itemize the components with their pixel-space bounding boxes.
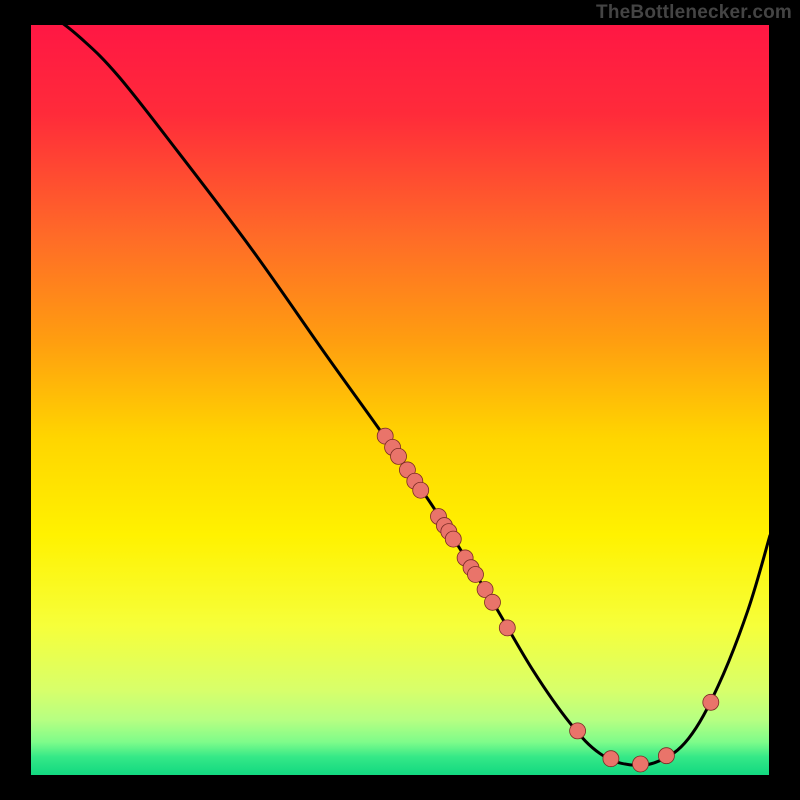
data-marker [603,751,619,767]
data-marker [391,448,407,464]
data-marker [633,756,649,772]
data-marker [467,566,483,582]
data-marker [485,594,501,610]
chart-svg [0,0,800,800]
plot-background [30,24,770,776]
data-marker [499,620,515,636]
data-marker [413,482,429,498]
watermark-text: TheBottlenecker.com [596,2,792,24]
data-marker [445,531,461,547]
data-marker [658,748,674,764]
data-marker [570,723,586,739]
data-marker [703,694,719,710]
chart-container: TheBottlenecker.com [0,0,800,800]
